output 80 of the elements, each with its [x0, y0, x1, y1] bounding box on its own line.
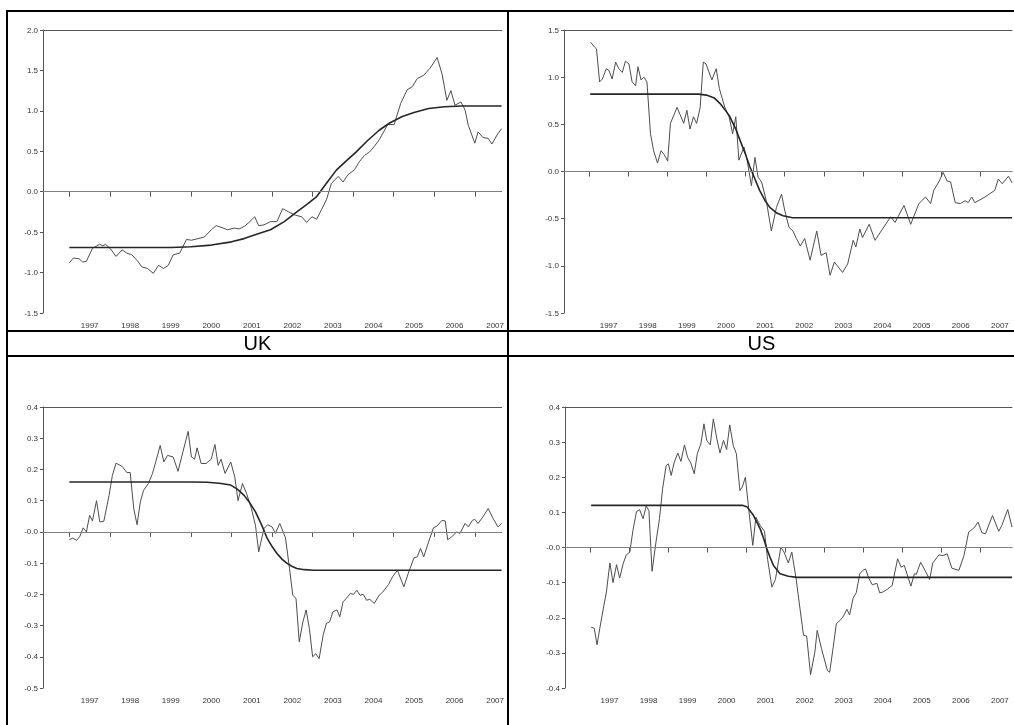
x-tick-label: 2000 [202, 695, 221, 705]
x-tick-label: 2002 [795, 320, 814, 330]
y-tick-label: 2.0 [26, 25, 39, 35]
x-tick-label: 2005 [405, 320, 424, 330]
x-tick-label: 2002 [283, 695, 302, 705]
x-tick-label: 2006 [445, 695, 464, 705]
x-tick-label: 2005 [405, 695, 424, 705]
x-tick-label: 1998 [638, 320, 658, 330]
x-tick-label: 2004 [873, 320, 892, 330]
x-tick-label: 1999 [161, 320, 181, 330]
x-axis-title: US [509, 330, 1014, 355]
y-tick-label: -0.5 [24, 227, 39, 237]
y-tick-label: -0.3 [24, 621, 39, 631]
y-tick-label: 1.0 [547, 72, 560, 82]
x-tick-label: 2007 [991, 695, 1010, 705]
x-tick-label: 2001 [756, 320, 775, 330]
x-tick-label: 2006 [951, 695, 971, 705]
y-tick-label: 0.4 [26, 402, 39, 412]
x-tick-label: 1997 [600, 695, 619, 705]
x-tick-label: 2000 [202, 320, 221, 330]
y-tick-label: -1.5 [24, 308, 39, 318]
y-tick-label: -0.4 [546, 683, 561, 693]
x-tick-label: 2005 [912, 320, 932, 330]
x-tick-label: 1999 [161, 695, 181, 705]
y-tick-label: 0.3 [26, 433, 39, 443]
y-tick-label: -0.2 [546, 613, 561, 623]
y-tick-label: 0.1 [548, 507, 561, 517]
y-tick-label: -0.1 [24, 558, 39, 568]
x-tick-label: 2006 [951, 320, 971, 330]
x-tick-label: 2004 [364, 320, 383, 330]
y-tick-label: 1.5 [26, 65, 39, 75]
x-tick-label: 2001 [242, 695, 262, 705]
x-tick-label: 2007 [486, 695, 505, 705]
y-tick-label: -0.3 [546, 648, 561, 658]
y-tick-label: 0.0 [26, 187, 39, 197]
x-tick-label: 2002 [795, 695, 815, 705]
x-tick-label: 2000 [717, 320, 736, 330]
x-tick-label: 2001 [242, 320, 262, 330]
y-tick-label: 0.0 [547, 167, 560, 176]
y-tick-label: -1.0 [545, 261, 560, 271]
y-tick-label: -0.0 [546, 543, 561, 552]
y-tick-label: -0.5 [545, 214, 560, 224]
x-tick-label: 1999 [678, 695, 698, 705]
x-tick-label: 1997 [80, 695, 100, 705]
x-tick-label: 2003 [324, 320, 343, 330]
y-tick-label: 0.5 [26, 146, 39, 156]
y-tick-label: 0.4 [548, 402, 561, 412]
x-tick-label: 2003 [834, 320, 853, 330]
y-tick-label: -0.5 [24, 683, 39, 693]
y-tick-label: -0.2 [24, 589, 39, 599]
y-tick-label: 0.3 [548, 437, 561, 447]
y-tick-label: 1.5 [547, 25, 560, 35]
y-tick-label: -0.0 [24, 527, 39, 537]
x-tick-label: 2000 [717, 695, 737, 705]
x-tick-label: 1999 [677, 320, 697, 330]
x-tick-label: 2004 [364, 695, 383, 705]
x-tick-label: 2002 [283, 320, 302, 330]
x-tick-label: 2007 [990, 320, 1010, 330]
x-tick-label: 2001 [756, 695, 776, 705]
x-tick-label: 2005 [912, 695, 932, 705]
x-tick-label: 1998 [121, 320, 140, 330]
x-tick-label: 1998 [639, 695, 658, 705]
y-tick-label: -1.0 [24, 268, 39, 278]
x-tick-label: 2004 [873, 695, 893, 705]
y-tick-label: 1.0 [26, 106, 39, 116]
y-tick-label: 0.5 [547, 119, 560, 129]
y-tick-label: 0.2 [548, 472, 561, 482]
x-tick-label: 2007 [486, 320, 505, 330]
y-tick-label: -0.4 [24, 652, 39, 662]
x-tick-label: 1998 [121, 695, 140, 705]
x-tick-label: 2006 [445, 320, 464, 330]
x-tick-label: 2003 [834, 695, 854, 705]
x-tick-label: 1997 [80, 320, 100, 330]
y-tick-label: 0.2 [26, 464, 39, 474]
y-tick-label: -0.1 [546, 578, 561, 588]
x-tick-label: 2003 [324, 695, 343, 705]
y-tick-label: -1.5 [545, 308, 560, 318]
y-tick-label: 0.1 [26, 496, 39, 506]
x-axis-title: UK [8, 330, 507, 355]
x-tick-label: 1997 [599, 320, 619, 330]
